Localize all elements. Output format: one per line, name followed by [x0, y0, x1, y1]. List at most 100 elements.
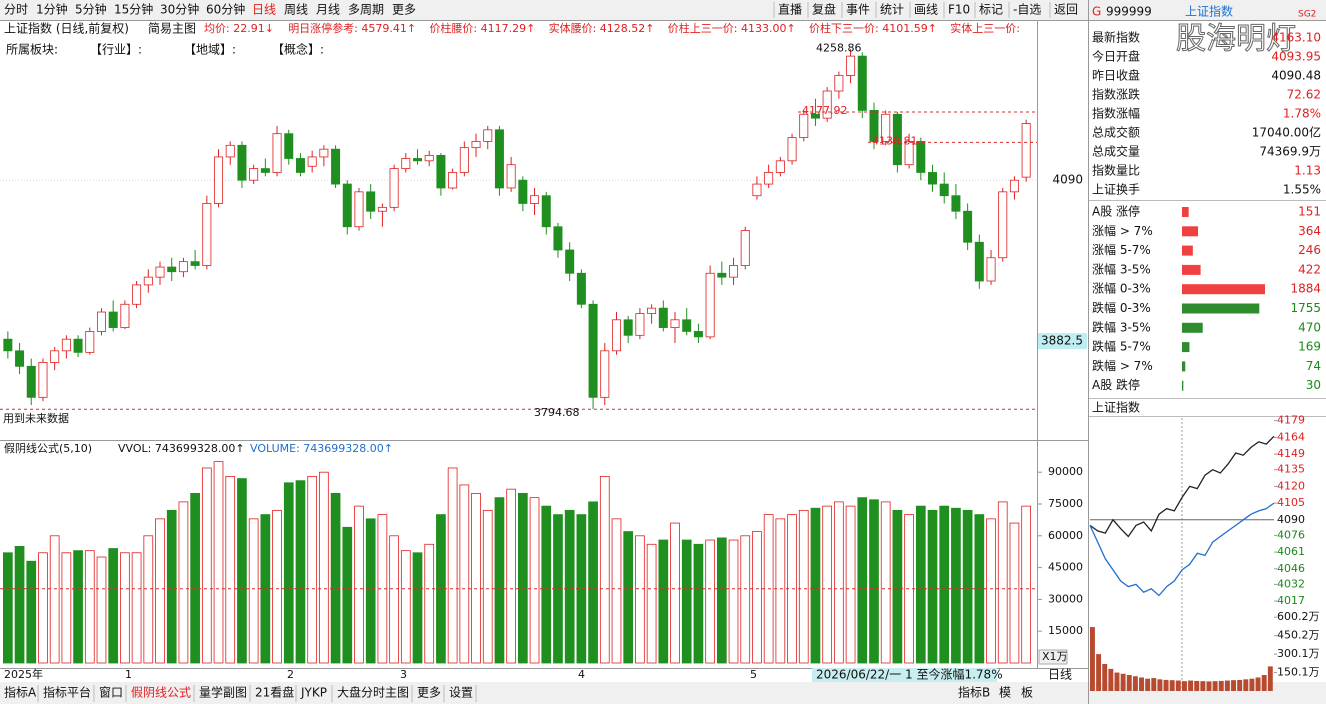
volume-bar [155, 518, 165, 664]
candle-body [963, 210, 973, 243]
bottom-tab[interactable]: 板 [1021, 686, 1033, 700]
candle-body [904, 141, 914, 166]
sector-label: 所属板块: [6, 43, 58, 57]
toolbar-tab[interactable]: 15分钟 [114, 2, 153, 17]
candle-body [857, 55, 867, 111]
bottom-tab[interactable]: 量学副图 [199, 685, 247, 700]
breadth-count: 246 [1298, 243, 1321, 257]
toolbar-button[interactable]: 标记 [979, 3, 1003, 17]
breadth-bar [1182, 380, 1184, 391]
breadth-bar [1182, 207, 1189, 217]
toolbar-button[interactable]: 复盘 [812, 2, 836, 17]
candle-body [998, 191, 1008, 259]
mini-volume-bar [1188, 680, 1194, 691]
toolbar-tab[interactable]: 周线 [284, 3, 308, 17]
bottom-tab[interactable]: 更多 [417, 686, 441, 700]
toolbar-tab[interactable]: 日线 [252, 3, 276, 17]
bottom-tab[interactable]: 21看盘 [255, 685, 294, 700]
toolbar-button[interactable]: 直播 [778, 3, 802, 17]
quote-value: 72.62 [1287, 88, 1321, 102]
candle-body [342, 183, 352, 228]
candle-body [740, 230, 750, 266]
code: 999999 [1106, 5, 1152, 19]
candle-body [518, 179, 528, 204]
toolbar-tab[interactable]: 30分钟 [160, 2, 199, 17]
toolbar-tab[interactable]: 分时 [4, 3, 28, 17]
toolbar-button[interactable]: 画线 [914, 3, 938, 17]
bottom-tab[interactable]: 窗口 [99, 686, 123, 700]
candle-body [436, 154, 446, 189]
volume-bar [518, 493, 528, 664]
volume-bar [166, 509, 177, 664]
candle-body [155, 266, 165, 278]
toolbar-button[interactable]: 返回 [1054, 3, 1078, 17]
bottom-tab[interactable]: 假阴线公式 [131, 686, 191, 700]
intraday-line [1089, 502, 1275, 597]
bottom-tab[interactable]: 模 [999, 686, 1011, 700]
volume-bar [939, 505, 950, 664]
chart-mode: 简易主图 [148, 22, 196, 36]
bottom-tab[interactable]: 指标B [958, 685, 990, 700]
toolbar-bg [0, 0, 1326, 20]
quote-value: 4163.10 [1271, 31, 1321, 45]
y-tick-label: 450.2万 [1277, 629, 1320, 642]
volume-bar [14, 546, 25, 664]
toolbar-button[interactable]: 统计 [880, 3, 904, 17]
volume-bar [728, 539, 739, 664]
mini-volume-bar [1114, 672, 1120, 691]
candle-body [483, 129, 493, 142]
candle-body [717, 272, 727, 278]
info-item: 实体上三一价: [950, 21, 1020, 35]
quote-label: 指数涨跌 [1092, 87, 1140, 102]
candle-body [389, 168, 399, 208]
breadth-count: 74 [1306, 359, 1321, 373]
candle-body [73, 338, 83, 353]
toolbar-tab[interactable]: 多周期 [348, 3, 384, 17]
volume-bar [471, 493, 481, 664]
toolbar-tab[interactable]: 60分钟 [206, 2, 245, 17]
bottom-tab[interactable]: 设置 [449, 686, 473, 700]
breadth-bar [1182, 322, 1203, 333]
candle-body [377, 206, 387, 212]
toolbar-tab[interactable]: 月线 [316, 3, 340, 17]
breadth-count: 30 [1306, 378, 1321, 392]
mini-volume-bar [1267, 666, 1273, 691]
bottom-tab[interactable]: 指标A [4, 685, 37, 700]
toolbar-tab[interactable]: 更多 [392, 3, 416, 17]
mini-volume-bar [1237, 679, 1243, 691]
candle-body [892, 113, 902, 166]
volume-bar [365, 518, 376, 664]
candle-body [15, 350, 25, 367]
watermark: 股海明灯 [1176, 22, 1296, 57]
breadth-bar [1182, 226, 1199, 237]
toolbar-button[interactable]: 事件 [846, 3, 870, 17]
mini-volume-bar [1108, 668, 1114, 691]
y-tick-label: 60000 [1048, 529, 1083, 542]
quote-label: 指数涨幅 [1092, 106, 1140, 121]
volume-bar [506, 488, 516, 664]
mini-volume-bar [1212, 681, 1218, 691]
volume-bar [178, 501, 189, 664]
tag: SG2 [1298, 10, 1316, 20]
volume-bar [1021, 505, 1031, 664]
bottom-tab[interactable]: 指标平台 [43, 685, 91, 700]
volume-bar [646, 543, 657, 664]
toolbar-button[interactable]: F10 [948, 3, 970, 17]
y-tick-label: 4046 [1277, 562, 1305, 575]
quote-value: 1.78% [1283, 107, 1321, 121]
y-tick-label: 4076 [1277, 528, 1305, 541]
candle-body [319, 148, 329, 158]
volume-bar [775, 518, 786, 664]
volume-bar [845, 505, 856, 664]
mini-volume-bar [1243, 679, 1249, 691]
candle-body [822, 90, 832, 119]
bottom-tab[interactable]: 大盘分时主图 [337, 685, 409, 700]
toolbar-tab[interactable]: 1分钟 [36, 2, 68, 17]
bottom-tab[interactable]: JYKP [300, 686, 327, 700]
toolbar-tab[interactable]: 5分钟 [75, 2, 107, 17]
toolbar-button[interactable]: -自选 [1013, 3, 1041, 17]
candle-body [307, 156, 317, 167]
mini-volume-bar [1145, 678, 1151, 691]
candle-body [1009, 179, 1019, 193]
candle-body [26, 365, 36, 398]
